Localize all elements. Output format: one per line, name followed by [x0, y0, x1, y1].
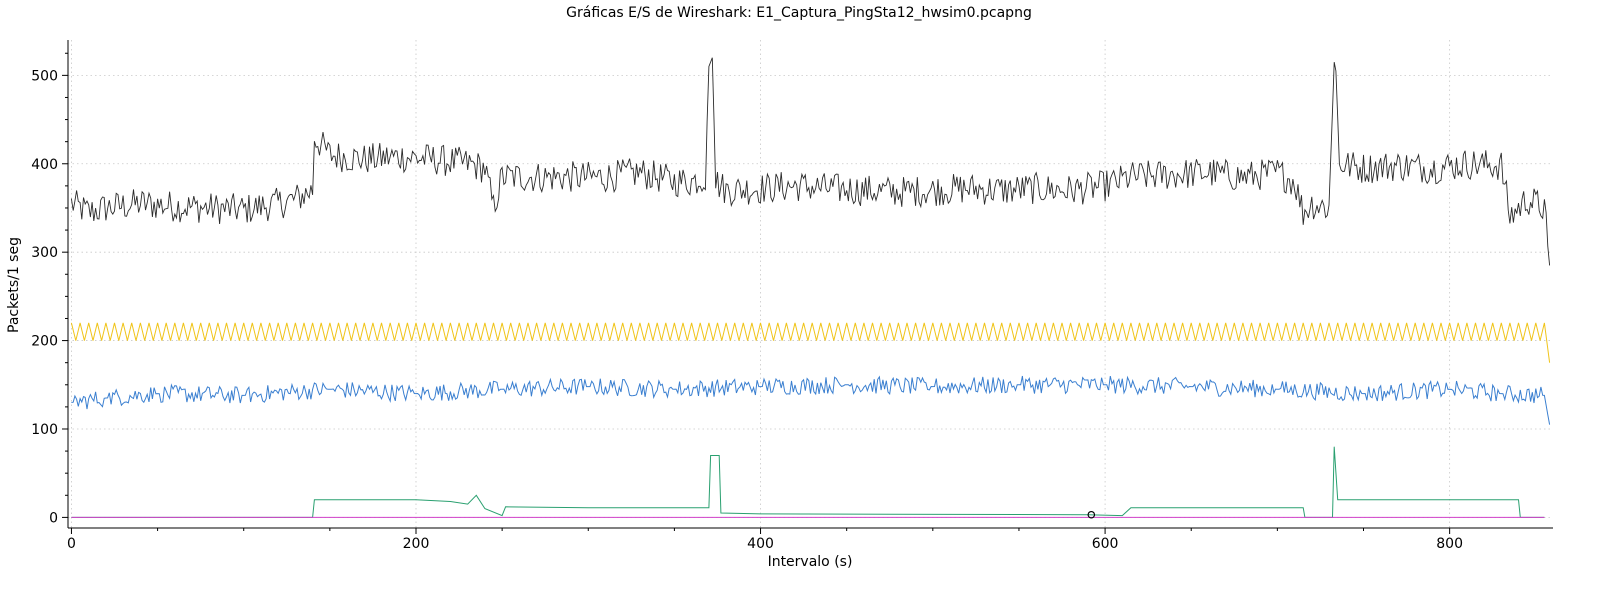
x-tick-label: 200: [403, 536, 430, 552]
y-tick-label: 100: [31, 422, 58, 438]
x-tick-label: 400: [747, 536, 774, 552]
chart-title: Gráficas E/S de Wireshark: E1_Captura_Pi…: [566, 5, 1032, 21]
y-tick-label: 500: [31, 68, 58, 84]
y-tick-label: 0: [49, 510, 58, 526]
x-tick-label: 600: [1092, 536, 1119, 552]
y-axis-label: Packets/1 seg: [6, 237, 22, 333]
selection-marker[interactable]: [1087, 510, 1096, 519]
series-line: [70, 57, 1551, 266]
x-tick-label: 0: [67, 536, 76, 552]
y-tick-label: 300: [31, 245, 58, 261]
grid: [68, 40, 1553, 528]
plot-area: [70, 57, 1551, 519]
y-tick-label: 200: [31, 334, 58, 350]
x-axis-label: Intervalo (s): [768, 554, 853, 570]
y-tick-label: 400: [31, 157, 58, 173]
series-line: [70, 322, 1551, 363]
series-line: [71, 446, 1545, 518]
x-tick-label: 800: [1436, 536, 1463, 552]
series-line: [71, 375, 1551, 425]
axes: 0 200 400 600 800 0 100 200 300 400 500: [31, 40, 1553, 552]
